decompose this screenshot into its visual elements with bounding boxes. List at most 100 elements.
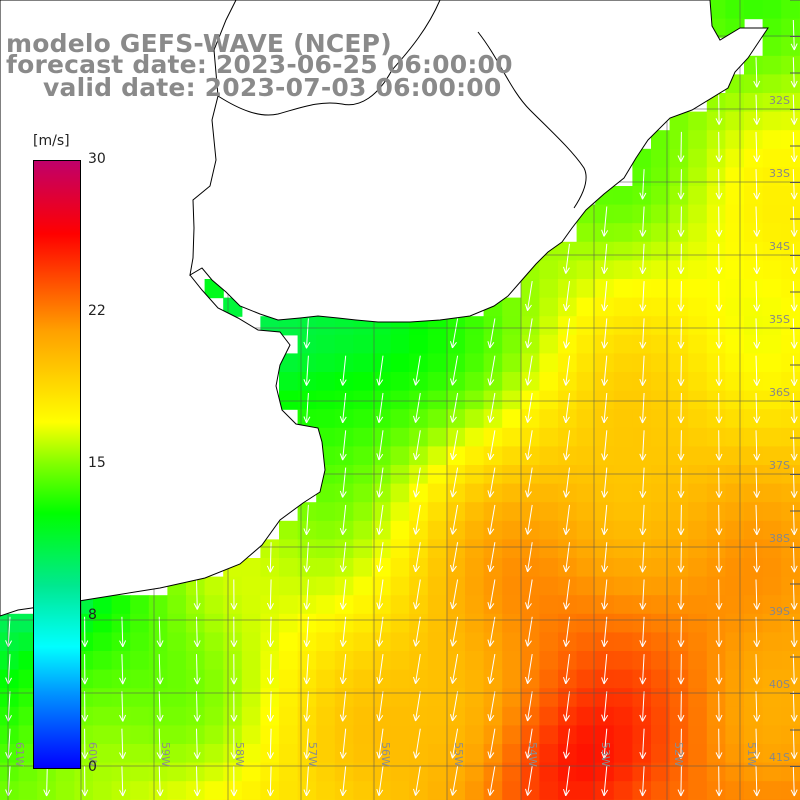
wind-speed-cell — [316, 576, 336, 596]
wind-speed-cell — [706, 241, 726, 261]
wind-speed-cell — [316, 539, 336, 559]
wind-speed-cell — [241, 558, 261, 578]
wind-speed-cell — [446, 334, 466, 354]
wind-speed-cell — [316, 409, 336, 429]
wind-speed-cell — [781, 204, 800, 224]
wind-speed-cell — [353, 725, 373, 745]
wind-speed-cell — [279, 372, 299, 392]
wind-speed-cell — [502, 297, 522, 317]
wind-speed-cell — [334, 427, 354, 447]
wind-speed-cell — [502, 316, 522, 336]
wind-speed-cell — [483, 576, 503, 596]
wind-speed-cell — [427, 520, 447, 540]
wind-arrow — [266, 691, 274, 722]
wind-arrow — [677, 281, 685, 312]
wind-speed-cell — [595, 688, 615, 708]
wind-arrow — [413, 467, 421, 498]
wind-speed-cell — [744, 353, 764, 373]
wind-arrow — [119, 654, 127, 685]
wind-speed-cell — [781, 55, 800, 75]
wind-speed-cell — [539, 502, 559, 522]
wind-speed-cell — [204, 762, 224, 782]
wind-speed-cell — [297, 762, 317, 782]
wind-arrow — [563, 243, 570, 274]
wind-speed-cell — [651, 595, 671, 615]
wind-speed-cell — [353, 688, 373, 708]
wind-speed-cell — [725, 781, 745, 800]
wind-speed-cell — [613, 706, 633, 726]
wind-arrow — [753, 467, 761, 498]
wind-speed-cell — [762, 725, 782, 745]
latitude-label: 32S — [769, 94, 790, 107]
wind-arrow — [193, 616, 201, 648]
wind-speed-cell — [576, 744, 596, 764]
wind-speed-cell — [706, 465, 726, 485]
wind-speed-cell — [651, 669, 671, 689]
wind-speed-cell — [762, 372, 782, 392]
wind-speed-cell — [427, 427, 447, 447]
wind-speed-cell — [781, 279, 800, 299]
wind-arrow — [715, 243, 723, 275]
wind-speed-cell — [483, 725, 503, 745]
wind-speed-cell — [762, 502, 782, 522]
wind-arrow — [639, 392, 647, 424]
wind-arrow — [487, 579, 496, 610]
wind-speed-cell — [706, 502, 726, 522]
wind-speed-cell — [539, 651, 559, 671]
wind-speed-cell — [316, 353, 336, 373]
model-title: modelo GEFS-WAVE (NCEP) — [6, 29, 392, 58]
wind-speed-cell — [762, 260, 782, 280]
wind-speed-cell — [446, 483, 466, 503]
wind-speed-cell — [613, 465, 633, 485]
wind-speed-cell — [558, 595, 578, 615]
wind-speed-cell — [576, 316, 596, 336]
wind-speed-cell — [762, 334, 782, 354]
wind-arrow — [450, 728, 459, 759]
wind-arrow — [119, 728, 127, 759]
wind-speed-cell — [744, 427, 764, 447]
wind-speed-cell — [613, 427, 633, 447]
wind-speed-cell — [186, 744, 206, 764]
wind-speed-cell — [632, 725, 652, 745]
wind-speed-cell — [334, 520, 354, 540]
wind-arrow — [601, 243, 609, 274]
wind-arrow — [715, 206, 723, 237]
wind-speed-cell — [762, 762, 782, 782]
wind-speed-cell — [111, 762, 131, 782]
wind-speed-cell — [390, 781, 410, 800]
wind-speed-cell — [576, 241, 596, 261]
wind-speed-cell — [316, 744, 336, 764]
wind-speed-cell — [502, 372, 522, 392]
wind-arrow — [715, 94, 723, 125]
wind-speed-cell — [781, 576, 800, 596]
wind-speed-cell — [762, 706, 782, 726]
wind-arrow — [753, 504, 761, 536]
wind-speed-cell — [762, 111, 782, 131]
wind-speed-cell — [632, 353, 652, 373]
wind-speed-cell — [725, 111, 745, 131]
wind-speed-cell — [762, 688, 782, 708]
wind-speed-cell — [651, 427, 671, 447]
wind-speed-cell — [651, 279, 671, 299]
wind-speed-cell — [539, 409, 559, 429]
wind-speed-cell — [502, 744, 522, 764]
wind-speed-cell — [706, 167, 726, 187]
wind-speed-cell — [353, 576, 373, 596]
wind-arrow — [563, 728, 570, 759]
wind-speed-cell — [669, 706, 689, 726]
wind-arrow — [303, 765, 311, 797]
wind-speed-cell — [427, 706, 447, 726]
colorbar-tick: 15 — [88, 455, 106, 471]
latitude-label: 33S — [769, 167, 790, 180]
wind-speed-cell — [744, 446, 764, 466]
wind-arrow — [413, 355, 421, 386]
wind-speed-cell — [558, 632, 578, 652]
wind-speed-cell — [390, 353, 410, 373]
wind-speed-cell — [613, 781, 633, 800]
wind-speed-cell — [744, 744, 764, 764]
wind-speed-cell — [502, 558, 522, 578]
wind-speed-cell — [390, 576, 410, 596]
wind-speed-cell — [725, 539, 745, 559]
wind-speed-cell — [93, 725, 113, 745]
wind-speed-cell — [204, 613, 224, 633]
